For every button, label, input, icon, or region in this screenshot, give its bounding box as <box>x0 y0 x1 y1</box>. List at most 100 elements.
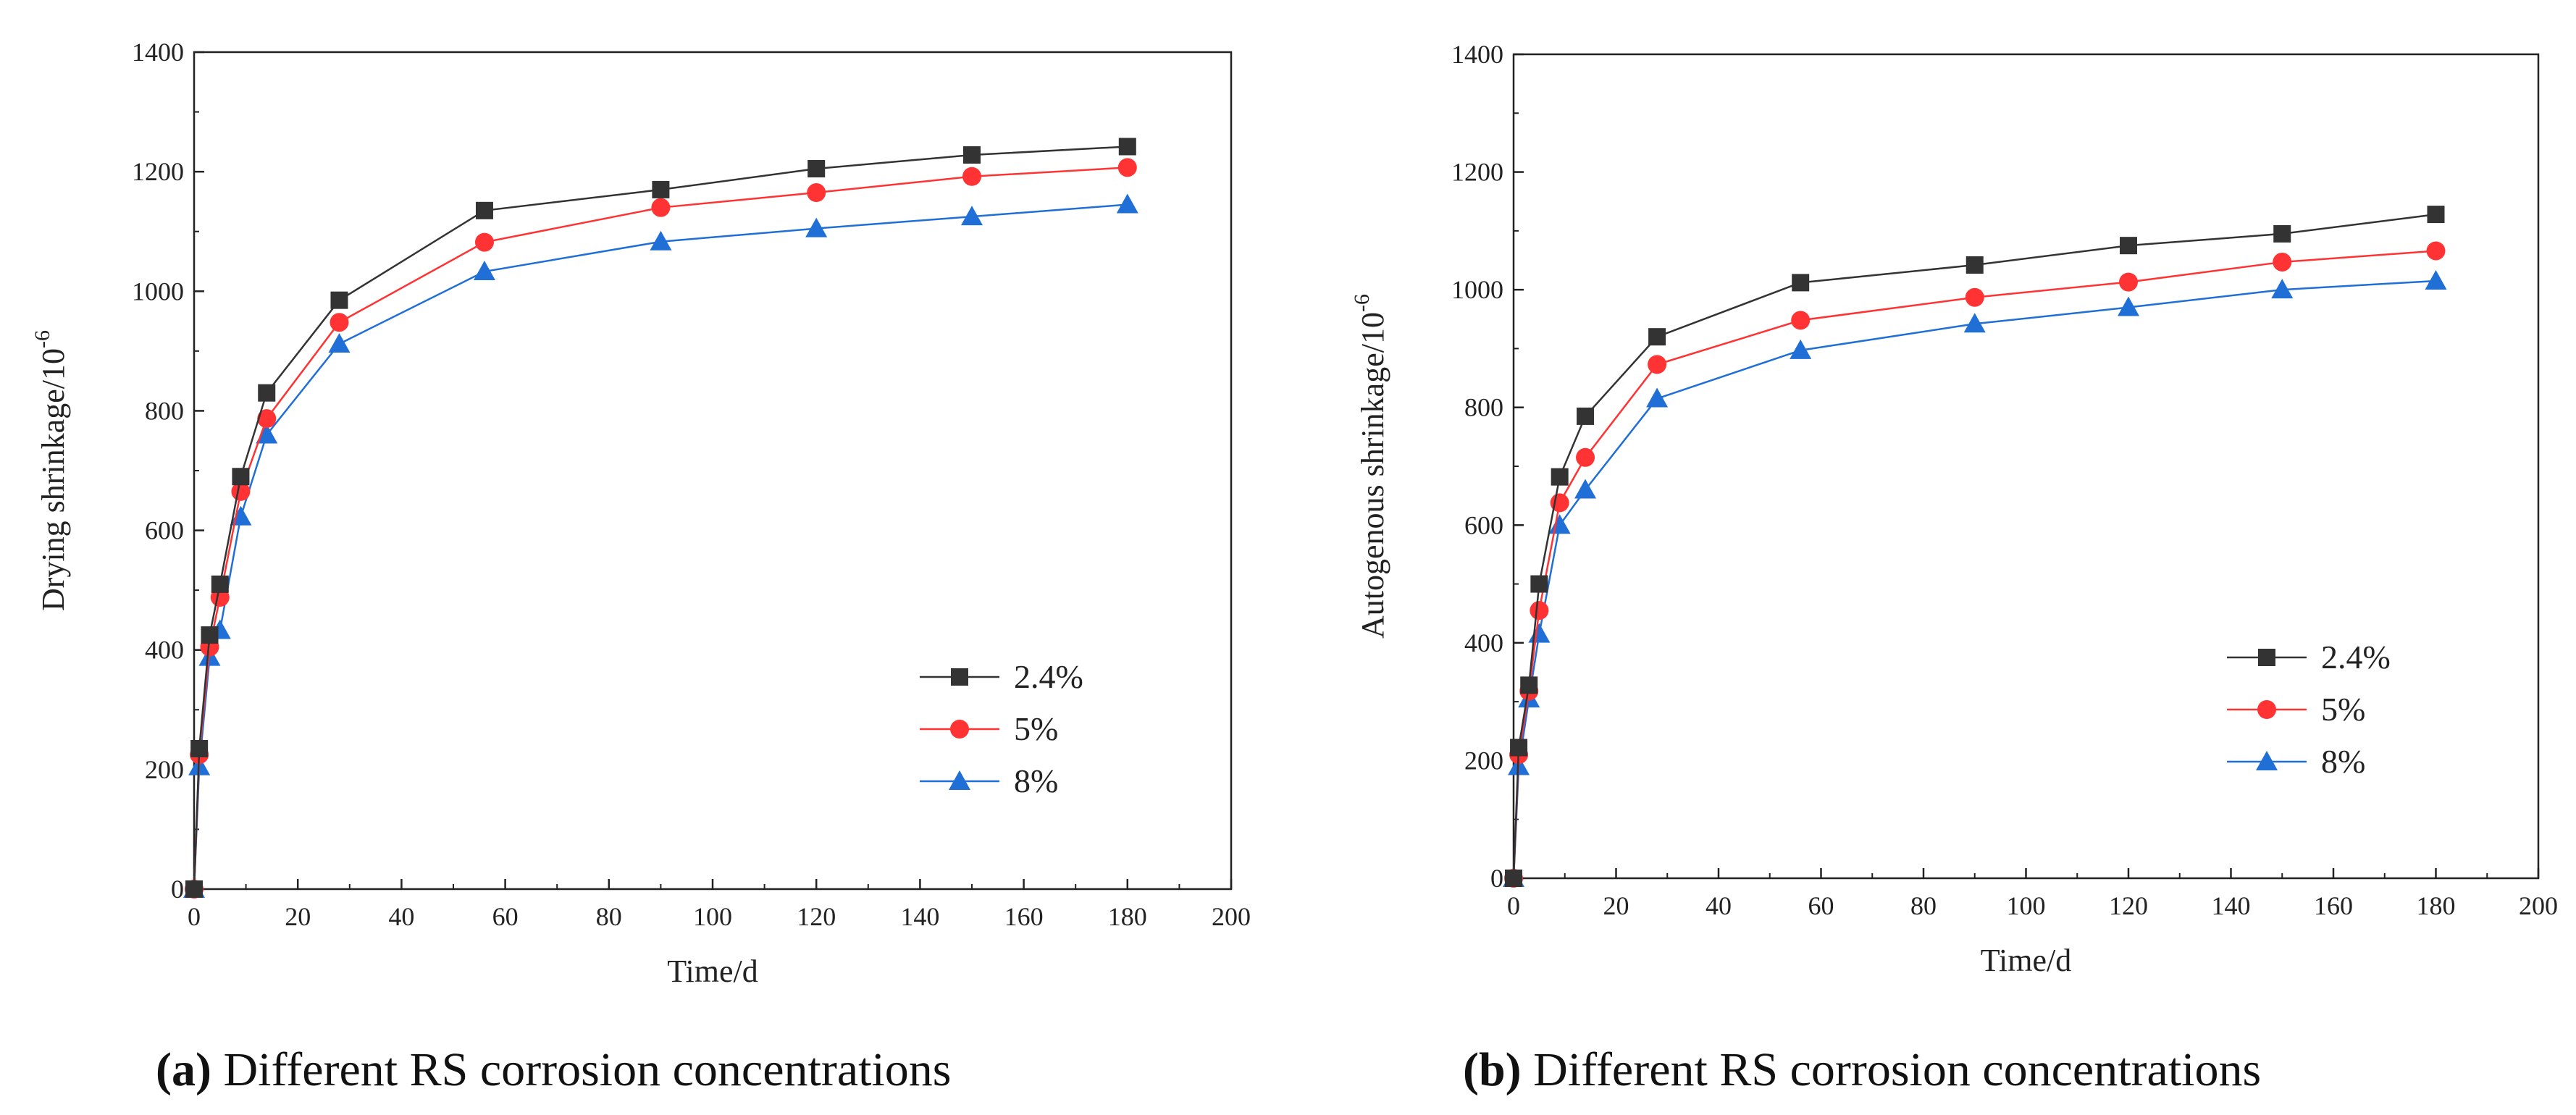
legend-marker <box>951 668 968 686</box>
data-point <box>1965 287 1984 307</box>
data-point <box>2119 272 2138 292</box>
legend-marker <box>2257 700 2276 719</box>
panel-a-x-axis-title: Time/d <box>667 954 758 989</box>
data-point <box>961 206 983 226</box>
panel-a-x-tick-label: 0 <box>188 902 201 931</box>
data-point <box>2120 237 2137 255</box>
data-point <box>190 739 209 757</box>
panel-a-y-tick-label: 0 <box>171 875 184 904</box>
panel-b-x-axis-title: Time/d <box>1981 943 2072 978</box>
data-point <box>1648 328 1666 346</box>
legend-label: 5% <box>1014 710 1058 747</box>
panel-b-y-tick-label: 1000 <box>1451 275 1503 304</box>
panel-b-y-axis-title-exponent: -6 <box>1350 294 1374 312</box>
panel-b-y-tick-label: 400 <box>1464 628 1503 657</box>
data-point <box>1648 355 1667 374</box>
panel-a-series-8 <box>183 193 1138 898</box>
panel-b-x-tick-label: 20 <box>1603 891 1629 920</box>
panel-a-x-tick-label: 40 <box>388 902 414 931</box>
data-point <box>805 217 828 237</box>
legend-marker <box>2256 751 2278 770</box>
panel-a-x-tick-label: 200 <box>1212 902 1251 931</box>
data-point <box>257 409 277 429</box>
series-line <box>193 203 1128 890</box>
data-point <box>1116 193 1138 214</box>
panel-a-x-tick-label: 180 <box>1108 902 1147 931</box>
panel-b-series-8 <box>1503 269 2447 887</box>
panel-a-x-tick-label: 80 <box>596 902 622 931</box>
panel-b-x-tick-label: 200 <box>2519 891 2558 920</box>
panel-a-x-tick-label: 20 <box>285 902 311 931</box>
panel-a-y-axis-title-text: Drying shrinkage/10 <box>35 348 71 611</box>
panel-b-y-tick-label: 800 <box>1464 393 1503 422</box>
legend-label: 8% <box>1014 762 1058 799</box>
panel-b-y-axis-title: Autogenous shrinkage/10-6 <box>1350 294 1390 639</box>
data-point <box>1505 870 1522 887</box>
data-point <box>211 575 229 593</box>
panel-b-x-tick-label: 180 <box>2417 891 2456 920</box>
panel-a-group: 0 20 40 60 80 100 120 140 160 180 200 0 200 400 600 800… <box>30 38 1251 989</box>
legend-marker <box>949 770 970 790</box>
data-point <box>2427 206 2445 224</box>
data-point <box>475 201 493 219</box>
panel-b-y-tick-label: 0 <box>1490 864 1503 893</box>
data-point <box>2273 224 2291 243</box>
panel-b-y-tick-label: 200 <box>1464 746 1503 775</box>
panel-b-x-tick-label: 120 <box>2109 891 2148 920</box>
data-point <box>330 313 349 332</box>
data-point <box>256 424 278 444</box>
data-point <box>1790 339 1812 359</box>
data-point <box>1510 739 1528 757</box>
panel-a-x-tick-label: 100 <box>693 902 732 931</box>
panel-b-series-24 <box>1505 206 2445 887</box>
panel-b-y-tick-label: 600 <box>1464 510 1503 539</box>
data-point <box>1530 575 1548 593</box>
data-point <box>328 332 351 353</box>
data-point <box>185 880 203 898</box>
data-point <box>1574 479 1597 499</box>
panel-b-group: 0 20 40 60 80 100 120 140 160 180 200 0 200 400 600 800… <box>1350 40 2558 978</box>
data-point <box>1117 158 1137 177</box>
data-point <box>807 160 826 178</box>
data-point <box>1520 676 1538 694</box>
panel-a-y-axis-title: Drying shrinkage/10-6 <box>30 330 71 611</box>
panel-b-x-tick-label: 60 <box>1808 891 1834 920</box>
panel-a-y-tick-label: 200 <box>145 755 184 784</box>
series-line <box>1512 279 2436 879</box>
data-point <box>807 183 826 203</box>
series-line <box>1512 213 2436 879</box>
data-point <box>1551 468 1569 486</box>
panel-a-y-tick-label: 600 <box>145 516 184 545</box>
data-point <box>1646 387 1669 408</box>
data-point <box>1963 313 1986 333</box>
data-point <box>1118 138 1136 156</box>
panel-b-y-axis-title-text: Autogenous shrinkage/10 <box>1355 312 1390 639</box>
panel-b-x-tick-label: 0 <box>1507 891 1520 920</box>
caption-b: (b) Different RS corrosion concentration… <box>1463 1043 2261 1098</box>
series-line <box>193 167 1128 890</box>
panel-a-y-tick-label: 1000 <box>132 277 184 306</box>
data-point <box>2273 252 2292 272</box>
data-point <box>1577 407 1595 425</box>
legend-label: 5% <box>2321 691 2365 728</box>
caption-a-text: Different RS corrosion concentrations <box>223 1043 952 1096</box>
data-point <box>330 291 348 309</box>
data-point <box>1792 274 1810 292</box>
panel-a-x-tick-label: 60 <box>492 902 519 931</box>
panel-a-y-tick-label: 1400 <box>132 38 184 67</box>
caption-b-text: Different RS corrosion concentrations <box>1533 1043 2262 1096</box>
data-point <box>201 626 219 644</box>
panel-a-y-tick-label: 800 <box>145 396 184 425</box>
panel-b-plot-frame <box>1512 53 2540 880</box>
data-point <box>1791 311 1811 330</box>
data-point <box>963 146 981 164</box>
legend-marker <box>2258 649 2275 666</box>
panel-a-y-tick-label: 1200 <box>132 157 184 186</box>
data-point <box>1528 623 1551 643</box>
panel-a-y-axis-title-exponent: -6 <box>30 330 54 348</box>
data-point <box>258 384 276 402</box>
legend-label: 2.4% <box>1014 658 1083 695</box>
panel-b-x-tick-label: 100 <box>2007 891 2046 920</box>
data-point <box>473 261 495 281</box>
data-point <box>2425 269 2447 290</box>
